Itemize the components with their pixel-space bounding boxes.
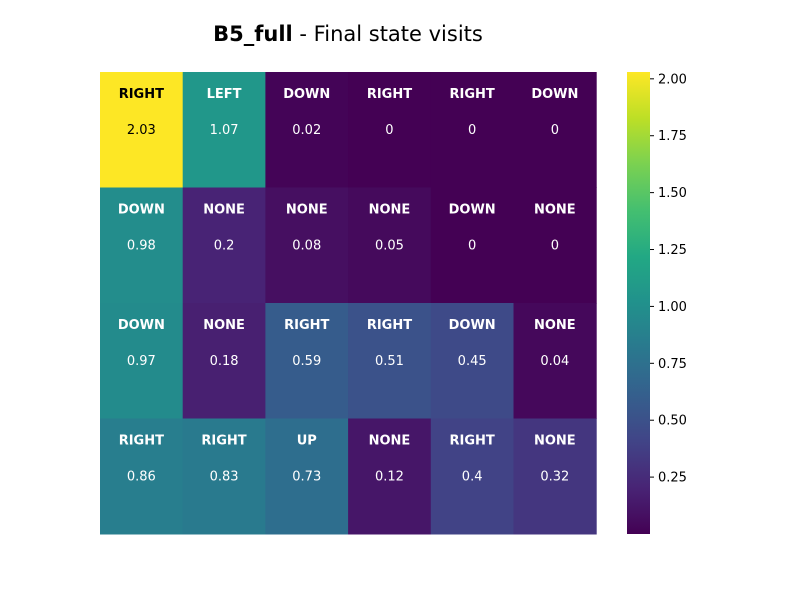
cell-value-label: 0.02 [292, 123, 321, 138]
cell-value-label: 0 [468, 123, 476, 138]
cell-value-label: 0.4 [462, 470, 483, 485]
cell-action-label: DOWN [118, 318, 165, 333]
heatmap-cells: RIGHT 2.03 LEFT 1.07 DOWN 0.02 RIGHT 0 RIGHT 0 DOW… [100, 72, 597, 535]
cell-value-label: 0.18 [210, 354, 239, 369]
cell-value-label: 0.98 [127, 239, 156, 254]
cell-action-label: LEFT [207, 87, 242, 102]
cell-action-label: NONE [534, 203, 576, 218]
colorbar: 0.25 0.50 0.75 1.00 1.25 1.50 1.75 2.00 [627, 72, 687, 534]
cell-value-label: 0.86 [127, 470, 156, 485]
colorbar-tick-label: 0.50 [658, 414, 687, 429]
colorbar-tick-label: 2.00 [658, 72, 687, 87]
cell-action-label: NONE [203, 318, 245, 333]
colorbar-tick-label: 1.25 [658, 243, 687, 258]
cell-action-label: RIGHT [450, 434, 495, 449]
cell-action-label: RIGHT [119, 87, 164, 102]
cell-value-label: 1.07 [210, 123, 239, 138]
heatmap-cell [265, 72, 349, 188]
heatmap-cell [513, 72, 597, 188]
cell-action-label: NONE [534, 318, 576, 333]
cell-action-label: NONE [369, 434, 411, 449]
cell-action-label: RIGHT [367, 318, 412, 333]
heatmap-cell [265, 303, 349, 419]
chart-title-bold: B5_full [213, 22, 293, 46]
cell-value-label: 0.97 [127, 354, 156, 369]
heatmap-cell [513, 418, 597, 535]
cell-value-label: 0.12 [375, 470, 404, 485]
cell-value-label: 0.05 [375, 239, 404, 254]
cell-action-label: RIGHT [119, 434, 164, 449]
cell-action-label: RIGHT [450, 87, 495, 102]
chart-title-rest: - Final state visits [292, 22, 483, 46]
heatmap-cell [430, 187, 514, 304]
colorbar-tick-label: 1.50 [658, 186, 687, 201]
heatmap-cell [348, 187, 432, 304]
cell-action-label: DOWN [118, 203, 165, 218]
cell-value-label: 0 [551, 239, 559, 254]
cell-value-label: 0.2 [214, 239, 235, 254]
heatmap-cell [100, 418, 184, 535]
cell-action-label: DOWN [531, 87, 578, 102]
heatmap-cell [513, 187, 597, 304]
cell-action-label: DOWN [283, 87, 330, 102]
heatmap-cell [348, 418, 432, 535]
heatmap-cell [265, 418, 349, 535]
heatmap-cell [348, 303, 432, 419]
colorbar-gradient [627, 72, 650, 534]
cell-value-label: 0.59 [292, 354, 321, 369]
cell-value-label: 0 [385, 123, 393, 138]
cell-action-label: RIGHT [201, 434, 246, 449]
cell-action-label: DOWN [449, 318, 496, 333]
cell-action-label: NONE [286, 203, 328, 218]
heatmap-cell [100, 303, 184, 419]
cell-action-label: NONE [369, 203, 411, 218]
colorbar-tick-label: 0.25 [658, 471, 687, 486]
cell-value-label: 0.08 [292, 239, 321, 254]
cell-value-label: 0 [468, 239, 476, 254]
heatmap-cell [100, 72, 184, 188]
heatmap-cell [430, 303, 514, 419]
colorbar-tick-label: 1.00 [658, 300, 687, 315]
cell-value-label: 0.51 [375, 354, 404, 369]
cell-action-label: RIGHT [284, 318, 329, 333]
heatmap-cell [182, 303, 266, 419]
cell-action-label: DOWN [449, 203, 496, 218]
heatmap-cell [182, 418, 266, 535]
cell-value-label: 0.83 [210, 470, 239, 485]
heatmap-cell [182, 187, 266, 304]
cell-value-label: 0.32 [540, 470, 569, 485]
heatmap-cell [182, 72, 266, 188]
heatmap-cell [265, 187, 349, 304]
cell-value-label: 2.03 [127, 123, 156, 138]
cell-action-label: RIGHT [367, 87, 412, 102]
cell-value-label: 0.45 [458, 354, 487, 369]
cell-value-label: 0.73 [292, 470, 321, 485]
heatmap-cell [430, 418, 514, 535]
heatmap-cell [513, 303, 597, 419]
heatmap-cell [100, 187, 184, 304]
cell-value-label: 0 [551, 123, 559, 138]
chart-title: B5_full - Final state visits [0, 22, 696, 46]
cell-action-label: NONE [203, 203, 245, 218]
cell-action-label: NONE [534, 434, 576, 449]
heatmap-cell [348, 72, 432, 188]
heatmap-cell [430, 72, 514, 188]
colorbar-tick-label: 1.75 [658, 129, 687, 144]
cell-value-label: 0.04 [540, 354, 569, 369]
cell-action-label: UP [297, 434, 317, 449]
colorbar-tick-label: 0.75 [658, 357, 687, 372]
